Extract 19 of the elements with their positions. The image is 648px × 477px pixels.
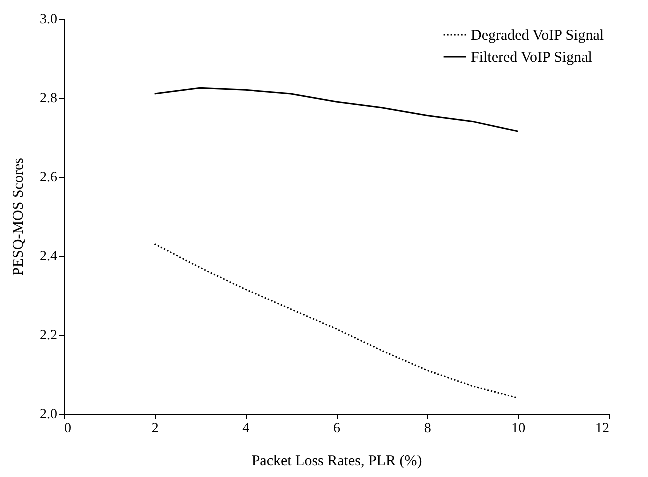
- y-tick-label: 2.6: [40, 170, 58, 186]
- x-tick-label: 10: [512, 422, 526, 436]
- x-tick-label: 2: [152, 422, 159, 436]
- x-tick-label: 12: [596, 422, 610, 436]
- x-tick-label: 0: [64, 422, 72, 436]
- legend-label: Filtered VoIP Signal: [471, 50, 592, 66]
- x-tick-label: 6: [334, 422, 340, 436]
- y-tick-label: 3.0: [40, 12, 58, 28]
- y-axis-title: PESQ-MOS Scores: [11, 158, 27, 276]
- x-tick-label: 8: [424, 422, 432, 436]
- y-tick-label: 2.8: [40, 92, 58, 106]
- legend-label: Degraded VoIP Signal: [471, 28, 604, 44]
- y-tick-label: 2.0: [40, 408, 58, 422]
- line-series: [154, 243, 519, 399]
- y-tick-label: 2.4: [40, 250, 58, 264]
- y-tick-label: 2.2: [40, 328, 58, 344]
- x-axis-title: Packet Loss Rates, PLR (%): [252, 454, 422, 470]
- x-tick-label: 4: [242, 422, 250, 436]
- line-series: [154, 87, 519, 132]
